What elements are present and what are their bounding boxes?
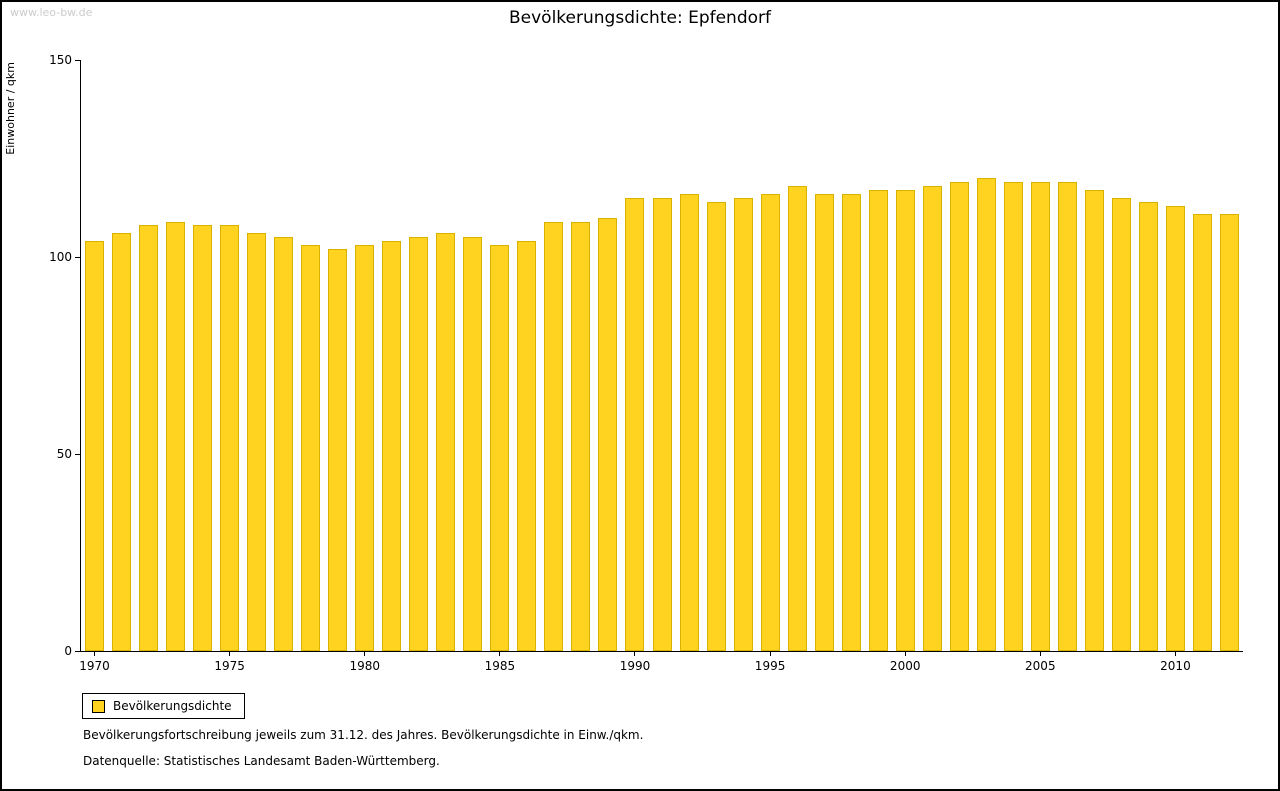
x-axis-tick xyxy=(769,651,771,656)
bar-1981 xyxy=(382,241,402,651)
bar-2003 xyxy=(976,178,996,651)
y-axis-tick xyxy=(75,453,80,455)
bar-1973 xyxy=(166,222,186,651)
bar-1975 xyxy=(220,225,240,651)
x-tick-label: 1980 xyxy=(349,659,381,673)
bar-1986 xyxy=(517,241,537,651)
bar-1989 xyxy=(598,218,618,651)
caption-data-source: Datenquelle: Statistisches Landesamt Bad… xyxy=(83,754,440,768)
bar-1996 xyxy=(787,186,807,651)
bar-1998 xyxy=(841,194,861,651)
bar-1985 xyxy=(490,245,510,651)
x-axis-tick xyxy=(1174,651,1176,656)
x-axis-tick xyxy=(904,651,906,656)
x-tick-label: 1975 xyxy=(214,659,245,673)
bar-1977 xyxy=(274,237,294,651)
bar-2007 xyxy=(1084,190,1104,651)
bar-1992 xyxy=(679,194,699,651)
x-axis-tick xyxy=(634,651,636,656)
bar-1984 xyxy=(463,237,483,651)
bar-2008 xyxy=(1111,198,1131,651)
plot-area: 0 50 100 150 1970 1975 1980 1985 1990 1995 2000 200… xyxy=(49,53,1243,673)
legend: Bevölkerungsdichte xyxy=(82,693,245,719)
bar-1999 xyxy=(868,190,888,651)
y-axis-tick xyxy=(75,650,80,652)
bar-1988 xyxy=(571,222,591,651)
bar-1991 xyxy=(652,198,672,651)
bar-1997 xyxy=(814,194,834,651)
x-axis-tick xyxy=(499,651,501,656)
x-tick-label: 1995 xyxy=(754,659,786,673)
bar-2012 xyxy=(1219,214,1239,651)
bar-1980 xyxy=(355,245,375,651)
bar-1995 xyxy=(760,194,780,651)
legend-swatch xyxy=(92,699,105,713)
bar-2000 xyxy=(895,190,915,651)
x-tick-label: 1990 xyxy=(619,659,651,673)
caption-source-note: Bevölkerungsfortschreibung jeweils zum 3… xyxy=(83,728,644,742)
bar-2009 xyxy=(1138,202,1158,651)
bar-1978 xyxy=(301,245,321,651)
x-tick-label: 2010 xyxy=(1160,659,1191,673)
bar-1979 xyxy=(328,249,348,651)
bar-1993 xyxy=(706,202,726,651)
y-axis-title: Einwohner / qkm xyxy=(4,62,17,155)
bar-2011 xyxy=(1192,214,1212,651)
x-tick-label: 2000 xyxy=(889,659,921,673)
y-tick-label: 100 xyxy=(49,250,72,264)
legend-label: Bevölkerungsdichte xyxy=(113,699,232,713)
bar-2004 xyxy=(1003,182,1023,651)
y-axis-tick xyxy=(75,256,80,258)
bar-2005 xyxy=(1030,182,1050,651)
bar-1976 xyxy=(247,233,267,651)
x-axis-tick xyxy=(94,651,95,656)
watermark: www.leo-bw.de xyxy=(10,6,93,19)
bar-2010 xyxy=(1165,206,1185,651)
bar-2002 xyxy=(949,182,969,651)
bar-1970 xyxy=(85,241,104,651)
bar-2006 xyxy=(1057,182,1077,651)
x-axis-tick xyxy=(229,651,231,656)
bar-1983 xyxy=(436,233,456,651)
y-tick-label: 0 xyxy=(64,644,72,658)
y-tick-label: 50 xyxy=(56,447,72,461)
y-axis-tick xyxy=(75,59,80,61)
bar-1994 xyxy=(733,198,753,651)
x-tick-label: 1970 xyxy=(79,659,110,673)
x-tick-label: 1985 xyxy=(484,659,516,673)
bar-1987 xyxy=(544,222,564,651)
bar-1974 xyxy=(193,225,213,651)
bar-1990 xyxy=(625,198,645,651)
x-axis-tick xyxy=(364,651,366,656)
bar-1972 xyxy=(139,225,159,651)
x-tick-label: 2005 xyxy=(1025,659,1056,673)
chart-title: Bevölkerungsdichte: Epfendorf xyxy=(509,8,771,28)
bar-2001 xyxy=(922,186,942,651)
x-axis-tick xyxy=(1039,651,1041,656)
y-tick-label: 150 xyxy=(49,53,72,67)
bar-1971 xyxy=(112,233,132,651)
bar-1982 xyxy=(409,237,429,651)
